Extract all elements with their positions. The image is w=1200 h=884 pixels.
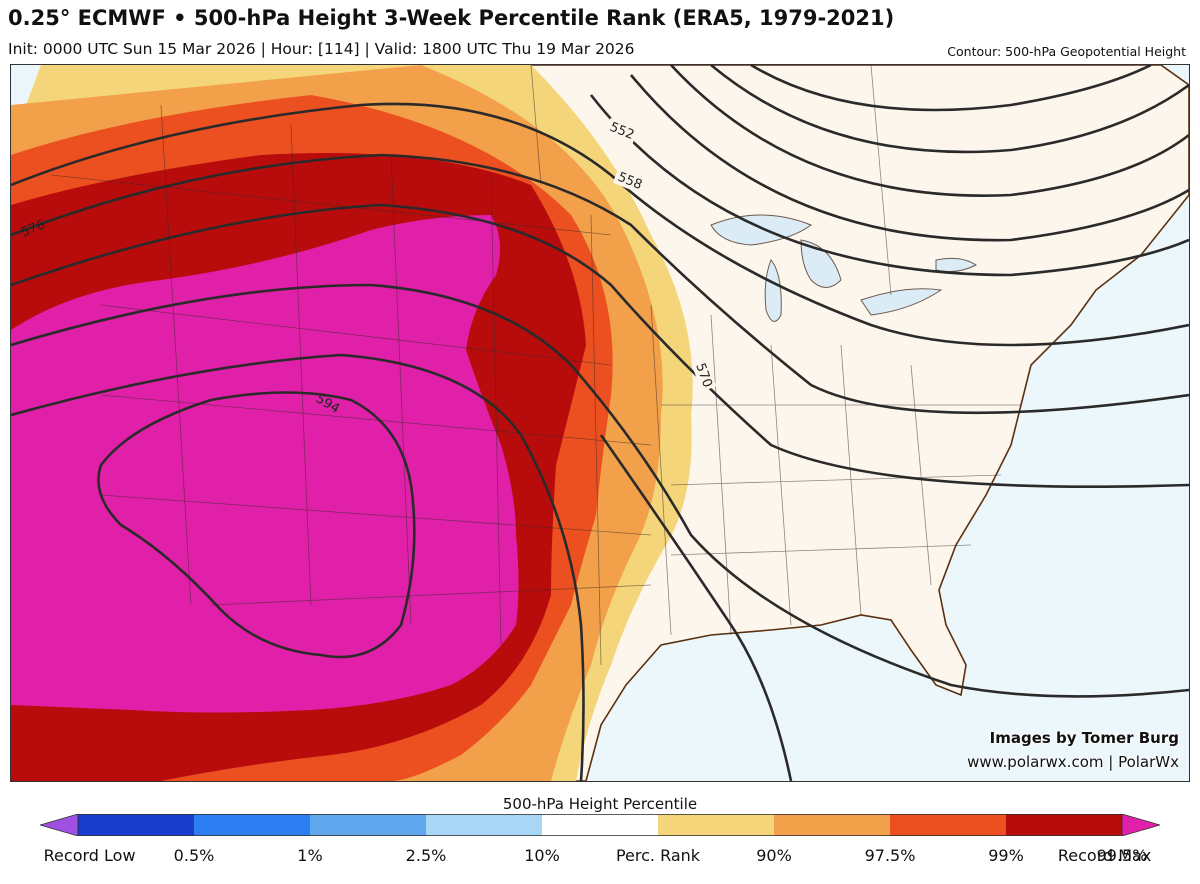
colorbar-segment	[426, 814, 543, 836]
colorbar-label: 0.5%	[173, 846, 215, 865]
colorbar-segment	[1006, 814, 1123, 836]
colorbar-segment	[542, 814, 659, 836]
colorbar-label: Perc. Rank	[615, 846, 701, 865]
political-borders	[50, 65, 1021, 666]
colorbar-segment	[78, 814, 195, 836]
colorbar-label: 97.5%	[864, 846, 916, 865]
colorbar-segment	[310, 814, 427, 836]
map-panel: 552 558 570 576 594 Images by Tomer Burg…	[10, 64, 1190, 782]
colorbar-label: 1%	[297, 846, 323, 865]
colorbar-label: Record Max	[1057, 846, 1152, 865]
map-canvas: 552 558 570 576 594	[11, 65, 1189, 781]
colorbar-label: 99%	[988, 846, 1024, 865]
height-contours	[11, 65, 1189, 781]
credit-author: Images by Tomer Burg	[989, 729, 1179, 747]
credit-website: www.polarwx.com | PolarWx	[967, 753, 1179, 771]
run-info: Init: 0000 UTC Sun 15 Mar 2026 | Hour: […	[8, 40, 635, 58]
chart-title: 0.25° ECMWF • 500-hPa Height 3-Week Perc…	[8, 6, 895, 30]
colorbar-label: 99.5%	[1096, 846, 1148, 865]
colorbar-label: 10%	[524, 846, 560, 865]
colorbar-title: 500-hPa Height Percentile	[502, 795, 698, 813]
colorbar-label: Record Low	[43, 846, 136, 865]
colorbar-segment	[890, 814, 1007, 836]
colorbar	[40, 814, 1160, 836]
colorbar-segment	[658, 814, 775, 836]
great-lakes	[710, 214, 977, 322]
colorbar-segment	[194, 814, 311, 836]
colorbar-segment-record-low	[40, 814, 79, 836]
colorbar-segment	[774, 814, 891, 836]
colorbar-label: 2.5%	[405, 846, 447, 865]
contour-note: Contour: 500-hPa Geopotential Height	[947, 44, 1186, 59]
colorbar-label: 90%	[756, 846, 792, 865]
colorbar-segment-record-max	[1121, 814, 1160, 836]
